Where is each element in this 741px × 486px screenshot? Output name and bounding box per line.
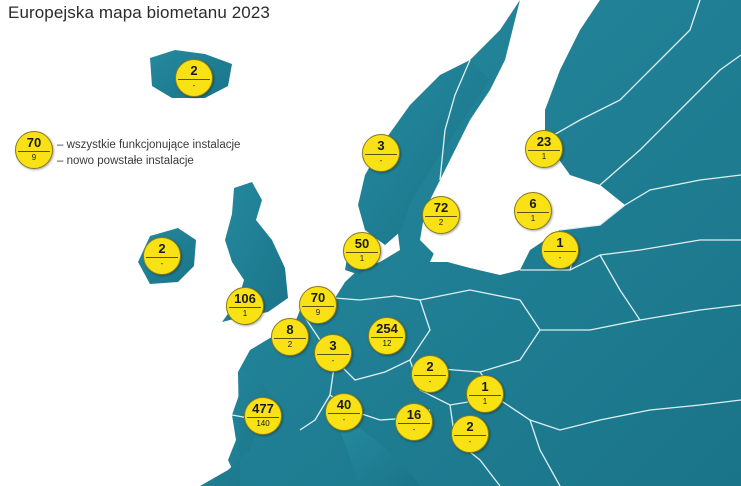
marker-total: 1	[556, 235, 564, 250]
marker-total: 3	[329, 338, 337, 353]
badge-divider	[414, 375, 446, 376]
legend-sample-badge: 70 9	[15, 131, 53, 169]
marker-new: 140	[256, 419, 270, 428]
land-italy	[340, 428, 420, 486]
marker-new: 12	[382, 339, 392, 348]
marker-total: 106	[234, 291, 256, 306]
marker-denmark[interactable]: 50 1	[343, 232, 381, 270]
badge-divider	[454, 435, 486, 436]
marker-total: 2	[466, 419, 474, 434]
marker-norway[interactable]: 3 -	[362, 134, 400, 172]
badge-divider	[398, 423, 430, 424]
land-scandinavia	[358, 60, 490, 245]
badge-divider	[317, 354, 349, 355]
marker-belgium[interactable]: 8 2	[271, 318, 309, 356]
marker-new: -	[428, 377, 432, 386]
legend-new-text: – nowo powstałe instalacje	[57, 155, 194, 167]
marker-total: 72	[433, 200, 449, 215]
marker-austria[interactable]: 16 -	[395, 403, 433, 441]
marker-total: 23	[536, 134, 552, 149]
badge-divider	[425, 216, 457, 217]
land-mainland	[228, 0, 741, 486]
legend-sample-new: 9	[31, 153, 37, 162]
marker-total: 3	[377, 138, 385, 153]
marker-total: 254	[376, 321, 398, 336]
marker-finland[interactable]: 23 1	[525, 130, 563, 168]
marker-slovakia[interactable]: 1 1	[466, 375, 504, 413]
marker-latvia[interactable]: 1 -	[541, 231, 579, 269]
marker-sweden[interactable]: 72 2	[422, 196, 460, 234]
marker-total: 6	[529, 196, 537, 211]
marker-ireland[interactable]: 2 -	[143, 237, 181, 275]
badge-divider	[146, 257, 178, 258]
marker-czechia[interactable]: 2 -	[411, 355, 449, 393]
badge-divider	[346, 252, 378, 253]
marker-total: 477	[252, 401, 274, 416]
marker-total: 50	[354, 236, 370, 251]
marker-luxembourg[interactable]: 3 -	[314, 334, 352, 372]
badge-divider	[365, 154, 397, 155]
marker-new: 2	[287, 340, 293, 349]
marker-total: 2	[190, 63, 198, 78]
marker-switzerland[interactable]: 40 -	[325, 393, 363, 431]
marker-total: 2	[426, 359, 434, 374]
marker-new: -	[192, 81, 196, 90]
marker-new: -	[468, 437, 472, 446]
marker-new: 2	[438, 218, 444, 227]
marker-new: -	[331, 356, 335, 365]
marker-france[interactable]: 477 140	[244, 397, 282, 435]
badge-divider	[469, 395, 501, 396]
marker-new: -	[379, 156, 383, 165]
marker-united-kingdom[interactable]: 106 1	[226, 287, 264, 325]
marker-new: -	[412, 425, 416, 434]
legend-total-text: – wszystkie funkcjonujące instalacje	[57, 139, 241, 151]
country-borders	[231, 0, 741, 486]
marker-estonia[interactable]: 6 1	[514, 192, 552, 230]
marker-new: 1	[541, 152, 547, 161]
marker-new: -	[160, 259, 164, 268]
badge-divider	[302, 306, 334, 307]
marker-new: 1	[359, 254, 365, 263]
badge-divider	[178, 79, 210, 80]
marker-new: -	[342, 415, 346, 424]
marker-hungary[interactable]: 2 -	[451, 415, 489, 453]
badge-divider	[247, 417, 279, 418]
marker-total: 40	[336, 397, 352, 412]
badge-divider	[371, 337, 403, 338]
land-great-britain	[222, 182, 288, 322]
badge-divider	[18, 151, 50, 152]
marker-total: 1	[481, 379, 489, 394]
marker-netherlands[interactable]: 70 9	[299, 286, 337, 324]
marker-germany[interactable]: 254 12	[368, 317, 406, 355]
marker-new: 9	[315, 308, 321, 317]
marker-total: 70	[310, 290, 326, 305]
badge-divider	[528, 150, 560, 151]
badge-divider	[229, 307, 261, 308]
marker-new: 1	[482, 397, 488, 406]
marker-iceland[interactable]: 2 -	[175, 59, 213, 97]
badge-divider	[544, 251, 576, 252]
map-title: Europejska mapa biometanu 2023	[8, 3, 270, 22]
marker-new: 1	[530, 214, 536, 223]
marker-total: 2	[158, 241, 166, 256]
marker-new: -	[558, 253, 562, 262]
badge-divider	[328, 413, 360, 414]
legend-sample-total: 70	[26, 135, 42, 150]
marker-total: 8	[286, 322, 294, 337]
badge-divider	[274, 338, 306, 339]
marker-total: 16	[406, 407, 422, 422]
badge-divider	[517, 212, 549, 213]
marker-new: 1	[242, 309, 248, 318]
